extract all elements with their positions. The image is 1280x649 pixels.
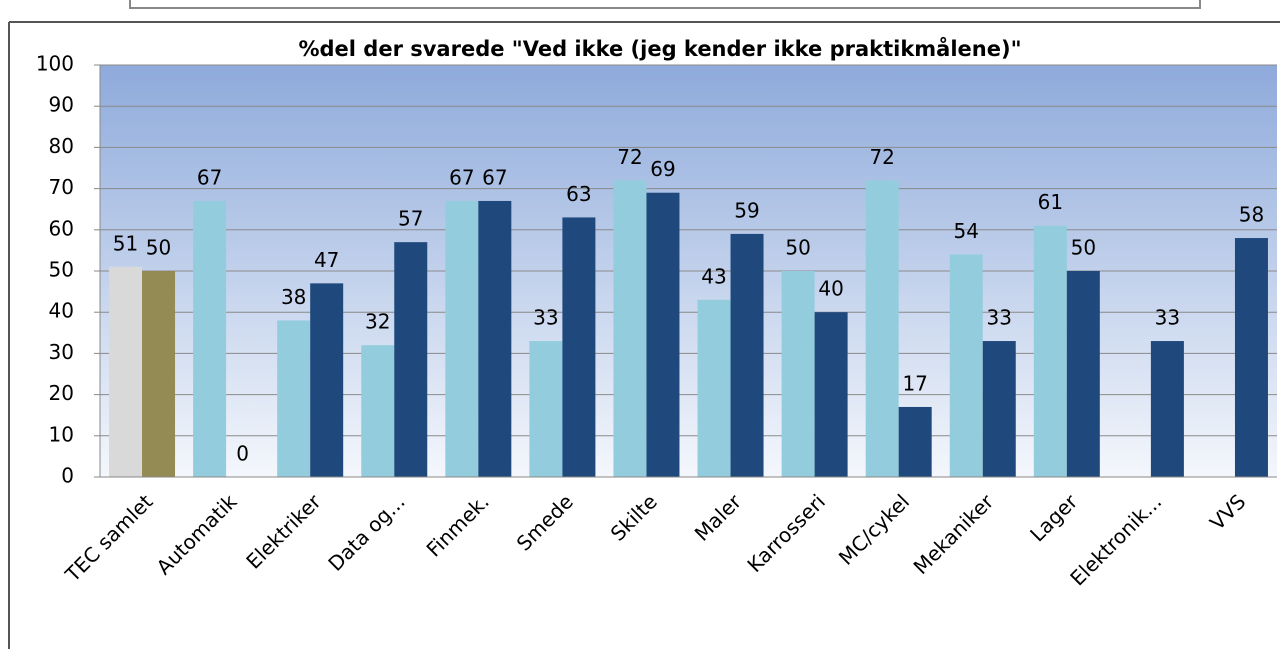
data-label: 47 [314, 248, 339, 272]
data-label: 67 [482, 165, 507, 189]
x-tick-label: Smede [512, 489, 578, 555]
y-tick-label: 90 [49, 93, 74, 117]
data-label: 33 [987, 306, 1012, 330]
y-tick-label: 50 [49, 258, 74, 282]
data-label: 72 [617, 145, 642, 169]
x-tick-label: Finmek. [422, 489, 494, 561]
y-tick-label: 60 [49, 216, 74, 240]
bar [730, 233, 764, 477]
data-label: 69 [650, 157, 675, 181]
bar [529, 341, 563, 477]
bar [1234, 238, 1268, 477]
data-label: 50 [1071, 236, 1096, 260]
y-tick-label: 0 [61, 464, 74, 488]
data-label: 72 [869, 145, 894, 169]
data-label: 54 [954, 219, 979, 243]
bar [394, 242, 428, 477]
x-tick-label: VVS [1205, 489, 1250, 534]
data-label: 50 [785, 236, 810, 260]
data-label: 67 [449, 165, 474, 189]
x-tick-label: Data og... [323, 489, 409, 575]
x-tick-label: Lager [1025, 489, 1083, 547]
bar [277, 320, 311, 477]
x-tick-label: Karrosseri [742, 489, 830, 577]
x-tick-label: Mekaniker [909, 489, 999, 579]
bar [646, 192, 680, 477]
bar [814, 312, 848, 477]
x-tick-label: Maler [690, 489, 747, 546]
bar [898, 406, 932, 477]
bar [142, 271, 176, 477]
x-tick-label: Skilte [606, 489, 662, 545]
data-label: 50 [146, 236, 171, 260]
bar [697, 299, 731, 477]
y-tick-label: 20 [49, 381, 74, 405]
bar [193, 200, 227, 477]
data-label: 0 [236, 442, 249, 466]
bar [562, 217, 596, 477]
bar [478, 200, 512, 477]
y-tick-label: 30 [49, 340, 74, 364]
data-label: 40 [818, 277, 843, 301]
top-frame [129, 0, 1201, 9]
data-label: 61 [1038, 190, 1063, 214]
bar [310, 283, 344, 477]
bar [1066, 271, 1100, 477]
chart-title: %del der svarede "Ved ikke (jeg kender i… [298, 36, 1021, 61]
data-label: 59 [734, 198, 759, 222]
y-tick-label: 100 [36, 52, 74, 76]
bar [949, 254, 983, 477]
bar [109, 266, 143, 477]
bar [1033, 225, 1067, 477]
data-label: 67 [197, 165, 222, 189]
data-label: 63 [566, 182, 591, 206]
data-label: 17 [902, 371, 927, 395]
x-tick-label: MC/cykel [834, 489, 914, 569]
bar [1150, 341, 1184, 477]
data-label: 32 [365, 310, 390, 334]
y-tick-label: 80 [49, 134, 74, 158]
data-label: 43 [701, 264, 726, 288]
x-tick-label: Elektriker [241, 489, 326, 574]
y-tick-label: 40 [49, 299, 74, 323]
bar [361, 345, 395, 477]
x-tick-label: TEC samlet [60, 489, 158, 587]
bar [613, 180, 647, 478]
bar [982, 341, 1016, 477]
data-label: 38 [281, 285, 306, 309]
bar [445, 200, 479, 477]
bar [865, 180, 899, 478]
y-tick-label: 70 [49, 175, 74, 199]
data-label: 57 [398, 207, 423, 231]
x-tick-label: Automatik [152, 489, 242, 579]
data-label: 33 [533, 306, 558, 330]
bar [781, 271, 815, 477]
x-tick-label: Elektronik... [1065, 489, 1166, 590]
y-tick-label: 10 [49, 422, 74, 446]
data-label: 51 [113, 231, 138, 255]
data-label: 58 [1239, 203, 1264, 227]
data-label: 33 [1155, 306, 1180, 330]
